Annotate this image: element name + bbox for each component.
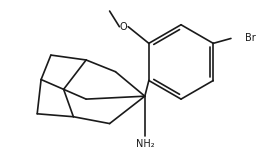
Text: Br: Br bbox=[245, 34, 255, 43]
Text: O: O bbox=[120, 22, 127, 32]
Text: NH₂: NH₂ bbox=[135, 139, 154, 149]
